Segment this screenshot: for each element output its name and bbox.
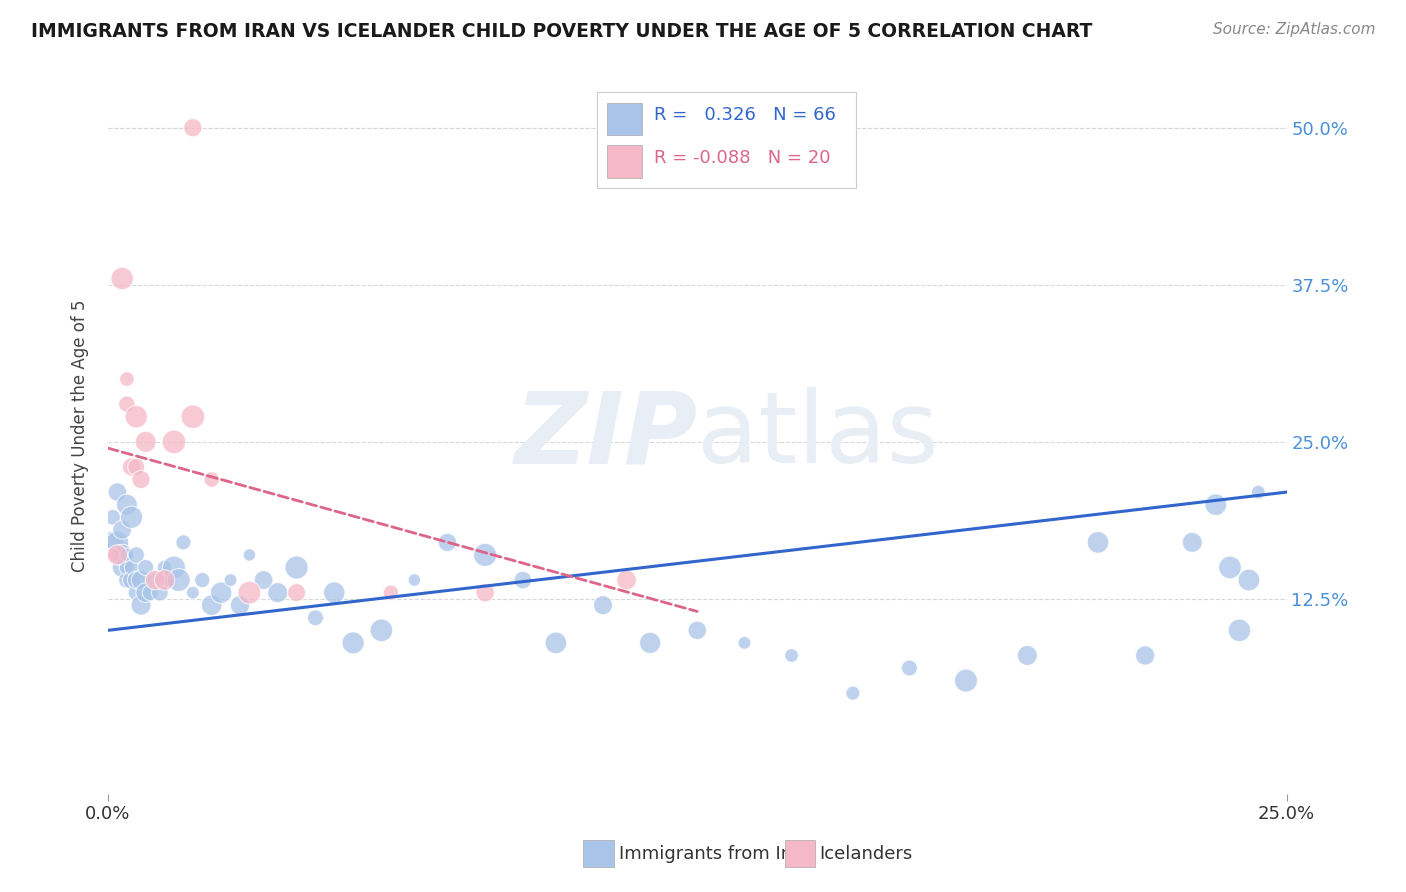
Point bbox=[370, 624, 392, 638]
Point bbox=[1087, 535, 1109, 549]
Point bbox=[125, 573, 148, 587]
Point bbox=[153, 560, 176, 574]
Point bbox=[181, 120, 204, 135]
Point bbox=[143, 573, 166, 587]
Point bbox=[733, 636, 755, 650]
Point bbox=[121, 510, 143, 524]
Point bbox=[616, 573, 638, 587]
Point bbox=[1247, 485, 1270, 500]
Point bbox=[115, 560, 138, 574]
Point bbox=[135, 585, 157, 599]
Text: ZIP: ZIP bbox=[515, 387, 697, 484]
Point bbox=[121, 460, 143, 475]
Point bbox=[638, 636, 661, 650]
Point bbox=[139, 585, 162, 599]
Point bbox=[323, 585, 346, 599]
Y-axis label: Child Poverty Under the Age of 5: Child Poverty Under the Age of 5 bbox=[72, 300, 89, 572]
Point bbox=[107, 535, 129, 549]
Point bbox=[111, 271, 134, 285]
Point bbox=[101, 548, 124, 562]
Point bbox=[1181, 535, 1204, 549]
Point bbox=[512, 573, 534, 587]
Point bbox=[111, 548, 134, 562]
Point bbox=[304, 611, 326, 625]
Point bbox=[201, 473, 224, 487]
Point bbox=[101, 510, 124, 524]
Point bbox=[135, 434, 157, 449]
Point bbox=[342, 636, 364, 650]
Point bbox=[135, 560, 157, 574]
Point bbox=[436, 535, 458, 549]
Point bbox=[111, 560, 134, 574]
Point bbox=[219, 573, 242, 587]
Point bbox=[163, 434, 186, 449]
Point bbox=[780, 648, 803, 663]
Point bbox=[285, 585, 308, 599]
Point bbox=[380, 585, 402, 599]
Point bbox=[686, 624, 709, 638]
Point bbox=[238, 548, 260, 562]
Point bbox=[115, 573, 138, 587]
Point bbox=[267, 585, 290, 599]
FancyBboxPatch shape bbox=[606, 103, 643, 135]
Point bbox=[129, 598, 152, 612]
Point bbox=[592, 598, 614, 612]
Point bbox=[115, 372, 138, 386]
Point bbox=[143, 573, 166, 587]
Point bbox=[125, 548, 148, 562]
Point bbox=[149, 585, 172, 599]
Point bbox=[252, 573, 274, 587]
Point bbox=[115, 498, 138, 512]
Point bbox=[404, 573, 426, 587]
Point bbox=[474, 585, 496, 599]
Point bbox=[157, 573, 180, 587]
Text: IMMIGRANTS FROM IRAN VS ICELANDER CHILD POVERTY UNDER THE AGE OF 5 CORRELATION C: IMMIGRANTS FROM IRAN VS ICELANDER CHILD … bbox=[31, 22, 1092, 41]
Point bbox=[181, 585, 204, 599]
Point bbox=[153, 573, 176, 587]
FancyBboxPatch shape bbox=[598, 92, 856, 188]
Point bbox=[167, 573, 190, 587]
Point bbox=[163, 560, 186, 574]
Text: Immigrants from Iran: Immigrants from Iran bbox=[619, 845, 810, 863]
Point bbox=[1205, 498, 1227, 512]
Point bbox=[101, 535, 124, 549]
Point bbox=[474, 548, 496, 562]
Point bbox=[842, 686, 865, 700]
Point bbox=[1017, 648, 1039, 663]
Text: R = -0.088   N = 20: R = -0.088 N = 20 bbox=[654, 149, 830, 167]
Point bbox=[1229, 624, 1251, 638]
Text: atlas: atlas bbox=[697, 387, 939, 484]
FancyBboxPatch shape bbox=[606, 145, 643, 178]
Point bbox=[121, 560, 143, 574]
Point bbox=[111, 523, 134, 537]
Point bbox=[129, 573, 152, 587]
Point bbox=[181, 409, 204, 424]
Point bbox=[107, 548, 129, 562]
Point bbox=[125, 585, 148, 599]
Point bbox=[1133, 648, 1156, 663]
Point bbox=[121, 573, 143, 587]
Point bbox=[209, 585, 232, 599]
Point bbox=[229, 598, 252, 612]
Point bbox=[115, 548, 138, 562]
Point bbox=[191, 573, 214, 587]
Point bbox=[129, 473, 152, 487]
Point bbox=[1219, 560, 1241, 574]
Point bbox=[238, 585, 260, 599]
Point bbox=[125, 409, 148, 424]
Point bbox=[107, 485, 129, 500]
Point bbox=[955, 673, 977, 688]
Point bbox=[115, 397, 138, 411]
Point bbox=[125, 460, 148, 475]
Point bbox=[898, 661, 921, 675]
Text: Icelanders: Icelanders bbox=[820, 845, 912, 863]
Point bbox=[172, 535, 194, 549]
Point bbox=[544, 636, 567, 650]
Point bbox=[201, 598, 224, 612]
Point bbox=[107, 548, 129, 562]
Point bbox=[285, 560, 308, 574]
Text: Source: ZipAtlas.com: Source: ZipAtlas.com bbox=[1212, 22, 1375, 37]
Text: R =   0.326   N = 66: R = 0.326 N = 66 bbox=[654, 106, 835, 124]
Point bbox=[1237, 573, 1260, 587]
